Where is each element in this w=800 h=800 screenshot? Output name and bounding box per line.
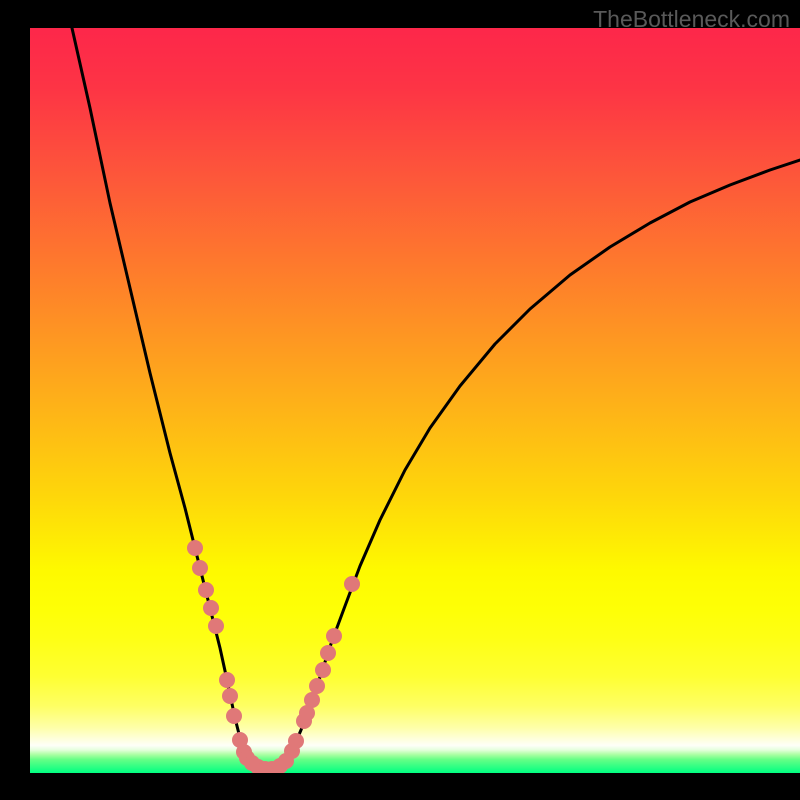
watermark-text: TheBottleneck.com	[593, 6, 790, 33]
data-marker	[320, 645, 336, 661]
data-marker	[208, 618, 224, 634]
chart-svg	[30, 28, 800, 773]
data-marker	[304, 692, 320, 708]
data-marker	[219, 672, 235, 688]
data-marker	[198, 582, 214, 598]
data-marker	[192, 560, 208, 576]
data-marker	[187, 540, 203, 556]
data-marker	[226, 708, 242, 724]
data-marker	[203, 600, 219, 616]
chart-container	[30, 28, 800, 773]
data-marker	[222, 688, 238, 704]
data-marker	[288, 733, 304, 749]
data-marker	[309, 678, 325, 694]
data-marker	[326, 628, 342, 644]
data-marker	[344, 576, 360, 592]
chart-background	[30, 28, 800, 773]
data-marker	[315, 662, 331, 678]
